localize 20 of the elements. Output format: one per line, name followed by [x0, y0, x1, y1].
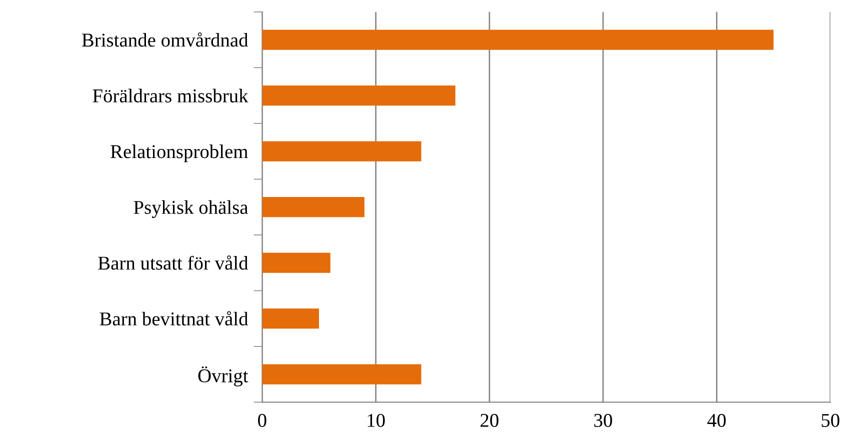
y-tick-label: Övrigt: [198, 366, 248, 386]
bar: [262, 364, 422, 384]
y-tick-label: Bristande omvårdnad: [82, 32, 248, 47]
bar: [262, 86, 456, 106]
x-tick-label: 50: [822, 414, 840, 427]
bar: [262, 141, 422, 162]
y-tick-label: Barn utsatt för våld: [98, 255, 248, 270]
x-tick-label: 30: [594, 414, 612, 427]
x-tick-label: 10: [368, 414, 385, 427]
bar: [262, 197, 364, 218]
bar: [262, 308, 319, 329]
y-tick-label: Barn bevittnat våld: [100, 311, 248, 326]
bar: [262, 30, 774, 50]
y-tick-label: Psykisk ohälsa: [134, 200, 248, 218]
bar: [262, 252, 330, 273]
y-tick-label: Relationsproblem: [110, 144, 248, 162]
x-tick-label: 20: [480, 414, 498, 427]
x-tick-label: 0: [258, 414, 266, 427]
y-tick-label: Föräldrars missbruk: [92, 88, 248, 102]
x-tick-label: 40: [707, 414, 726, 427]
